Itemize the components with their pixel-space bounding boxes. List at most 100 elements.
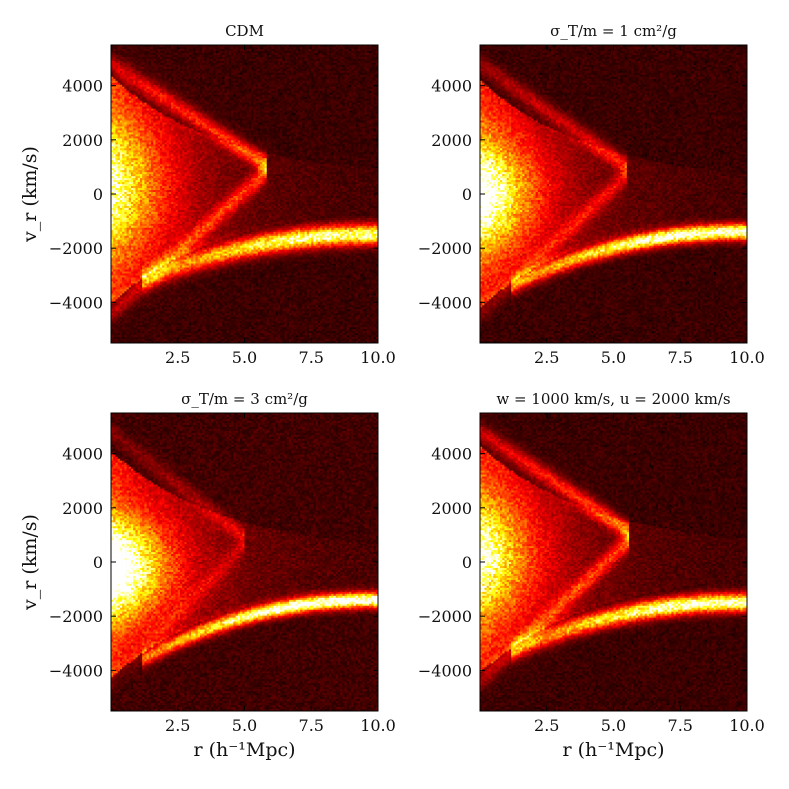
heatmap-cell: [124, 99, 127, 101]
heatmap-cell: [122, 313, 125, 315]
heatmap-cell: [113, 164, 116, 166]
heatmap-cell: [135, 248, 138, 250]
heatmap-cell: [118, 222, 121, 224]
heatmap-cell: [122, 254, 125, 256]
heatmap-cell: [127, 99, 130, 101]
heatmap-cell: [127, 269, 130, 271]
heatmap-cell: [124, 236, 127, 238]
heatmap-cell: [120, 281, 123, 283]
heatmap-cell: [124, 224, 127, 226]
heatmap-cell: [118, 138, 121, 140]
heatmap-cell: [129, 61, 132, 63]
heatmap-cell: [115, 105, 118, 107]
heatmap-cell: [120, 51, 123, 53]
heatmap-cell: [133, 192, 136, 194]
heatmap-cell: [122, 206, 125, 208]
heatmap-cell: [127, 260, 130, 262]
heatmap-cell: [115, 281, 118, 283]
heatmap-cell: [120, 61, 123, 63]
heatmap-cell: [115, 140, 118, 142]
heatmap-cell: [113, 242, 116, 244]
heatmap-cell: [115, 277, 118, 279]
heatmap-cell: [135, 73, 138, 75]
heatmap-cell: [122, 51, 125, 53]
heatmap-cell: [129, 174, 132, 176]
heatmap-cell: [131, 126, 134, 128]
heatmap-cell: [113, 87, 116, 89]
heatmap-cell: [113, 293, 116, 295]
heatmap-cell: [127, 236, 130, 238]
heatmap-cell: [120, 109, 123, 111]
heatmap-cell: [129, 329, 132, 331]
heatmap-cell: [135, 126, 138, 128]
heatmap-cell: [133, 246, 136, 248]
heatmap-cell: [133, 158, 136, 160]
heatmap-cell: [127, 222, 130, 224]
heatmap-cell: [138, 138, 141, 140]
heatmap-cell: [127, 307, 130, 309]
heatmap-cell: [127, 156, 130, 158]
heatmap-cell: [135, 200, 138, 202]
heatmap-cell: [124, 222, 127, 224]
heatmap-cell: [124, 182, 127, 184]
heatmap-cell: [133, 156, 136, 158]
heatmap-cell: [124, 289, 127, 291]
heatmap-cell: [138, 150, 141, 152]
heatmap-cell: [113, 97, 116, 99]
heatmap-cell: [115, 218, 118, 220]
heatmap-cell: [127, 81, 130, 83]
heatmap-cell: [133, 289, 136, 291]
heatmap-cell: [124, 105, 127, 107]
heatmap-cell: [118, 198, 121, 200]
heatmap-cell: [120, 67, 123, 69]
heatmap-cell: [115, 152, 118, 154]
heatmap-cell: [127, 144, 130, 146]
heatmap-cell: [133, 194, 136, 196]
heatmap-cell: [120, 301, 123, 303]
heatmap-cell: [138, 182, 141, 184]
heatmap-cell: [131, 301, 134, 303]
heatmap-cell: [115, 269, 118, 271]
heatmap-cell: [115, 337, 118, 339]
heatmap-cell: [131, 283, 134, 285]
heatmap-cell: [124, 246, 127, 248]
heatmap-cell: [124, 234, 127, 236]
heatmap-cell: [120, 266, 123, 268]
heatmap-cell: [118, 128, 121, 130]
heatmap-cell: [135, 264, 138, 266]
heatmap-cell: [129, 91, 132, 93]
heatmap-cell: [138, 73, 141, 75]
heatmap-cell: [118, 254, 121, 256]
heatmap-cell: [115, 57, 118, 59]
heatmap-cell: [115, 176, 118, 178]
heatmap-cell: [115, 146, 118, 148]
heatmap-cell: [124, 138, 127, 140]
heatmap-cell: [120, 75, 123, 77]
heatmap-cell: [115, 122, 118, 124]
heatmap-cell: [129, 152, 132, 154]
heatmap-cell: [135, 275, 138, 277]
heatmap-cell: [129, 283, 132, 285]
heatmap-cell: [127, 117, 130, 119]
heatmap-cell: [131, 192, 134, 194]
heatmap-cell: [122, 295, 125, 297]
heatmap-cell: [120, 128, 123, 130]
heatmap-cell: [118, 180, 121, 182]
heatmap-cell: [127, 283, 130, 285]
heatmap-cell: [133, 242, 136, 244]
heatmap-cell: [133, 176, 136, 178]
heatmap-cell: [127, 313, 130, 315]
heatmap-cell: [129, 103, 132, 105]
heatmap-cell: [133, 283, 136, 285]
heatmap-cell: [122, 93, 125, 95]
heatmap-cell: [135, 236, 138, 238]
heatmap-cell: [113, 111, 116, 113]
heatmap-cell: [115, 188, 118, 190]
heatmap-cell: [115, 126, 118, 128]
heatmap-cell: [113, 295, 116, 297]
heatmap-cell: [124, 293, 127, 295]
heatmap-cell: [129, 236, 132, 238]
heatmap-cell: [113, 115, 116, 117]
heatmap-cell: [124, 120, 127, 122]
heatmap-cell: [124, 319, 127, 321]
